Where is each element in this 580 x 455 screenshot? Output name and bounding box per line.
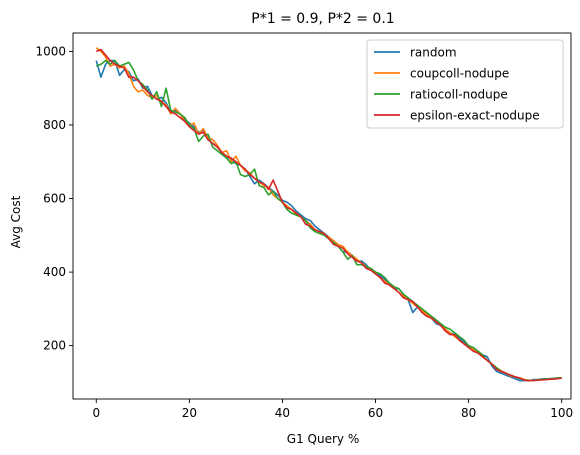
x-tick-label-1: 20 [182, 406, 197, 420]
x-tick-label-4: 80 [461, 406, 476, 420]
series-line-3 [95, 48, 562, 382]
x-axis-label: G1 Query % [287, 432, 359, 446]
y-tick-label-4: 1000 [35, 44, 66, 58]
x-tick-label-5: 100 [550, 406, 573, 420]
y-tick-label-3: 800 [43, 118, 66, 132]
x-tick-label-2: 40 [275, 406, 290, 420]
y-axis-label: Avg Cost [9, 195, 23, 248]
legend-label-1: coupcoll-nodupe [410, 67, 509, 81]
y-tick-label-1: 400 [43, 265, 66, 279]
legend-box [366, 39, 564, 129]
legend-label-3: epsilon-exact-nodupe [410, 109, 540, 123]
legend-label-0: random [410, 46, 457, 60]
y-tick-label-2: 600 [43, 192, 66, 206]
legend-label-2: ratiocoll-nodupe [410, 88, 508, 102]
x-tick-label-0: 0 [92, 406, 100, 420]
x-tick-label-3: 60 [368, 406, 383, 420]
chart-title: P*1 = 0.9, P*2 = 0.1 [251, 11, 394, 27]
y-tick-label-0: 200 [43, 339, 66, 353]
plot-area: 0 20 40 60 80 100 200 400 600 800 1000 random coupco… [35, 32, 573, 420]
axes-frame [72, 32, 572, 400]
